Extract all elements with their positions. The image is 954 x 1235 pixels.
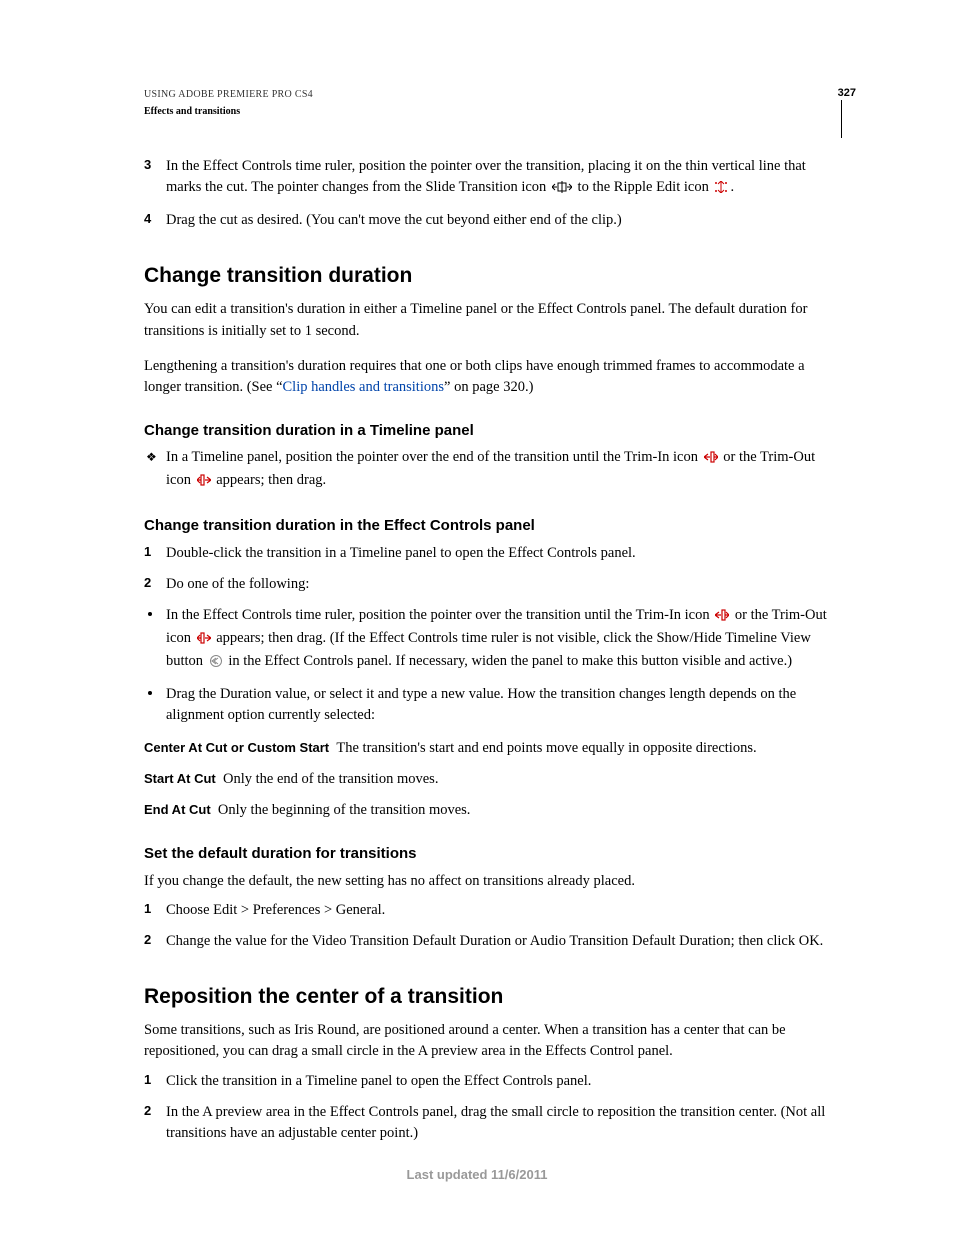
step-3: 3 In the Effect Controls time ruler, pos…	[144, 156, 842, 200]
step-text-post: .	[730, 179, 734, 195]
body-paragraph: Lengthening a transition's duration requ…	[144, 356, 842, 398]
diamond-bullet-icon: ❖	[146, 449, 157, 466]
show-hide-timeline-icon	[209, 653, 223, 674]
step-1: 1 Double-click the transition in a Timel…	[144, 543, 842, 564]
bullet-dot-icon	[148, 691, 152, 695]
definition-term: End At Cut Only the beginning of the tra…	[144, 800, 842, 821]
page-footer: Last updated 11/6/2011	[0, 1166, 954, 1185]
bullet-list: In the Effect Controls time ruler, posit…	[144, 605, 842, 726]
bullet-dot-icon	[148, 612, 152, 616]
intro-steps: 3 In the Effect Controls time ruler, pos…	[144, 156, 842, 231]
trim-out-icon	[197, 472, 211, 493]
text-pre: In the Effect Controls time ruler, posit…	[166, 607, 713, 623]
step-2: 2 Change the value for the Video Transit…	[144, 931, 842, 952]
definition-term: Start At Cut Only the end of the transit…	[144, 769, 842, 790]
step-1: 1 Click the transition in a Timeline pan…	[144, 1071, 842, 1092]
header-rule	[841, 100, 843, 138]
link-clip-handles[interactable]: Clip handles and transitions	[283, 379, 445, 395]
step-2: 2 Do one of the following:	[144, 574, 842, 595]
step-text-mid: to the Ripple Edit icon	[574, 179, 713, 195]
text-pre: In a Timeline panel, position the pointe…	[166, 449, 702, 465]
text-post: in the Effect Controls panel. If necessa…	[225, 653, 792, 669]
body-paragraph: You can edit a transition's duration in …	[144, 299, 842, 341]
diamond-item: ❖ In a Timeline panel, position the poin…	[144, 447, 842, 493]
trim-out-icon	[197, 630, 211, 651]
text-post: appears; then drag.	[213, 472, 327, 488]
step-4: 4 Drag the cut as desired. (You can't mo…	[144, 210, 842, 231]
section-change-duration: Change transition duration	[144, 261, 842, 291]
numbered-steps: 1 Double-click the transition in a Timel…	[144, 543, 842, 595]
diamond-list: ❖ In a Timeline panel, position the poin…	[144, 447, 842, 493]
subsection-timeline: Change transition duration in a Timeline…	[144, 420, 842, 442]
numbered-steps: 1 Choose Edit > Preferences > General. 2…	[144, 900, 842, 952]
step-number: 1	[144, 543, 151, 562]
step-text: Drag the cut as desired. (You can't move…	[166, 212, 622, 228]
document-page: USING ADOBE PREMIERE PRO CS4 Effects and…	[0, 0, 954, 1235]
header-section: Effects and transitions	[144, 105, 842, 120]
bullet-item: In the Effect Controls time ruler, posit…	[144, 605, 842, 674]
bullet-text: Drag the Duration value, or select it an…	[166, 686, 796, 723]
step-text: In the A preview area in the Effect Cont…	[166, 1104, 825, 1141]
slide-transition-icon	[552, 179, 572, 200]
term-label: Center At Cut or Custom Start	[144, 740, 329, 755]
body-paragraph: If you change the default, the new setti…	[144, 871, 842, 892]
body-paragraph: Some transitions, such as Iris Round, ar…	[144, 1020, 842, 1062]
term-label: Start At Cut	[144, 771, 216, 786]
term-text: The transition's start and end points mo…	[336, 740, 756, 756]
step-text: Change the value for the Video Transitio…	[166, 933, 823, 949]
step-text: Choose Edit > Preferences > General.	[166, 902, 385, 918]
step-number: 2	[144, 574, 151, 593]
step-number: 2	[144, 1102, 151, 1121]
term-text: Only the end of the transition moves.	[223, 771, 438, 787]
step-number: 2	[144, 931, 151, 950]
step-text: Click the transition in a Timeline panel…	[166, 1073, 591, 1089]
header-product: USING ADOBE PREMIERE PRO CS4	[144, 88, 842, 103]
subsection-default-duration: Set the default duration for transitions	[144, 843, 842, 865]
numbered-steps: 1 Click the transition in a Timeline pan…	[144, 1071, 842, 1144]
definition-term: Center At Cut or Custom Start The transi…	[144, 738, 842, 759]
step-2: 2 In the A preview area in the Effect Co…	[144, 1102, 842, 1144]
term-label: End At Cut	[144, 802, 211, 817]
step-number: 1	[144, 1071, 151, 1090]
step-text: Do one of the following:	[166, 576, 309, 592]
section-reposition-center: Reposition the center of a transition	[144, 982, 842, 1012]
para-text: ” on page 320.)	[444, 379, 533, 395]
step-number: 1	[144, 900, 151, 919]
page-header: USING ADOBE PREMIERE PRO CS4 Effects and…	[144, 88, 842, 118]
step-text: Double-click the transition in a Timelin…	[166, 545, 636, 561]
trim-in-icon	[704, 449, 718, 470]
ripple-edit-icon	[714, 179, 728, 200]
step-number: 4	[144, 210, 151, 229]
subsection-effect-controls: Change transition duration in the Effect…	[144, 515, 842, 537]
trim-in-icon	[715, 607, 729, 628]
term-text: Only the beginning of the transition mov…	[218, 802, 471, 818]
step-number: 3	[144, 156, 151, 175]
step-1: 1 Choose Edit > Preferences > General.	[144, 900, 842, 921]
bullet-item: Drag the Duration value, or select it an…	[144, 684, 842, 726]
